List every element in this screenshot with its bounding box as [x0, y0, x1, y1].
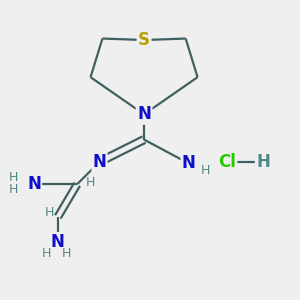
Text: H: H [41, 247, 51, 260]
Text: H: H [256, 153, 270, 171]
Text: N: N [27, 175, 41, 193]
Text: H: H [86, 176, 95, 189]
Text: H: H [9, 171, 18, 184]
Text: H: H [62, 247, 71, 260]
Text: Cl: Cl [218, 153, 236, 171]
Text: N: N [51, 233, 65, 251]
Text: S: S [138, 31, 150, 49]
Text: H: H [44, 206, 54, 219]
Text: N: N [137, 105, 151, 123]
Text: N: N [182, 154, 196, 172]
Text: H: H [9, 183, 18, 196]
Text: N: N [92, 153, 106, 171]
Text: H: H [200, 164, 210, 177]
